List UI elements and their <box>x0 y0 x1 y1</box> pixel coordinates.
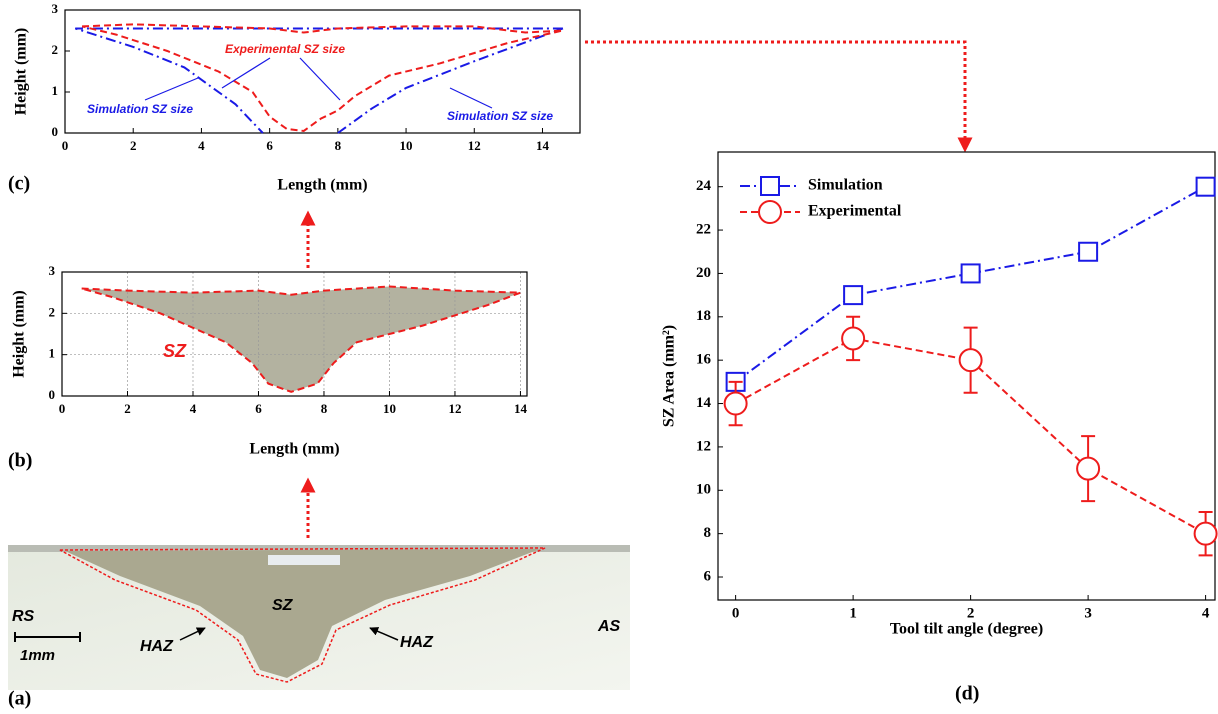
y-axis-label: Height (mm) <box>11 290 28 378</box>
y-tick-label: 16 <box>696 352 712 368</box>
x-tick-label: 10 <box>400 138 413 153</box>
panel-label: (d) <box>955 683 979 705</box>
series-line <box>81 23 564 132</box>
x-tick-label: 1 <box>849 605 857 621</box>
y-tick-label: 6 <box>704 568 712 584</box>
scale-bar <box>14 632 81 642</box>
y-tick-label: 1 <box>49 346 56 361</box>
y-tick-label: 3 <box>52 1 59 16</box>
x-tick-label: 8 <box>321 401 328 416</box>
marker <box>960 263 981 284</box>
y-tick-label: 0 <box>49 387 56 402</box>
marker <box>841 326 866 351</box>
legend-marker <box>758 200 782 224</box>
plot-frame <box>61 271 528 397</box>
plot-frame <box>64 9 581 134</box>
y-tick-label: 22 <box>696 222 711 238</box>
series-annotation: Simulation SZ size <box>447 109 553 123</box>
y-tick-label: 12 <box>696 438 711 454</box>
series-annotation: Experimental SZ size <box>225 42 345 56</box>
x-tick-label: 6 <box>255 401 262 416</box>
legend-label: Experimental <box>808 203 902 220</box>
x-tick-label: 8 <box>335 138 342 153</box>
y-tick-label: 10 <box>696 482 711 498</box>
scale-label: 1mm <box>20 647 55 664</box>
connector-arrows <box>300 40 973 538</box>
x-tick-label: 2 <box>130 138 137 153</box>
x-tick-label: 0 <box>62 138 69 153</box>
x-tick-label: 2 <box>124 401 131 416</box>
x-tick-label: 3 <box>1084 605 1092 621</box>
x-tick-label: 4 <box>190 401 197 416</box>
marker <box>1195 176 1216 197</box>
arrow <box>585 40 973 153</box>
y-tick-label: 0 <box>52 124 59 139</box>
x-tick-label: 12 <box>468 138 481 153</box>
x-axis-label: Tool tilt angle (degree) <box>890 621 1043 638</box>
photo-label: RS <box>12 608 35 625</box>
y-axis-label: SZ Area (mm²) <box>661 325 678 427</box>
x-tick-label: 4 <box>198 138 205 153</box>
series-annotation: Simulation SZ size <box>87 102 193 116</box>
y-tick-label: 18 <box>696 308 711 324</box>
plot-frame <box>717 151 1216 601</box>
x-tick-label: 4 <box>1202 605 1210 621</box>
photo: RS SZ HAZ HAZ AS 1mm <box>8 545 630 690</box>
panel-label: (c) <box>8 173 30 195</box>
sz-region <box>65 549 540 678</box>
sz-area <box>81 286 521 392</box>
pointer <box>144 57 493 109</box>
legend-marker <box>760 176 780 196</box>
series-line <box>81 285 521 393</box>
x-tick-label: 10 <box>383 401 396 416</box>
photo-label: SZ <box>272 597 294 614</box>
marker <box>1076 456 1101 481</box>
legend-label: Simulation <box>808 177 883 194</box>
y-tick-label: 8 <box>704 525 712 541</box>
x-axis-label: Length (mm) <box>277 177 367 194</box>
pointer <box>179 627 206 641</box>
photo-surface <box>8 545 630 552</box>
x-tick-label: 14 <box>514 401 528 416</box>
marker <box>843 285 864 306</box>
haz-outline <box>59 547 546 683</box>
x-tick-label: 14 <box>536 138 550 153</box>
marker <box>958 348 983 373</box>
photo-label: HAZ <box>140 638 174 655</box>
x-tick-label: 0 <box>59 401 66 416</box>
photo-label: AS <box>597 618 621 635</box>
marker <box>1078 241 1099 262</box>
y-tick-label: 2 <box>52 42 59 57</box>
x-tick-label: 6 <box>266 138 273 153</box>
x-tick-label: 12 <box>448 401 461 416</box>
y-tick-label: 14 <box>696 395 712 411</box>
y-tick-label: 3 <box>49 263 56 278</box>
y-tick-label: 2 <box>49 304 56 319</box>
marker <box>1193 521 1218 546</box>
y-tick-label: 20 <box>696 265 711 281</box>
y-tick-label: 24 <box>696 178 712 194</box>
x-axis-label: Length (mm) <box>249 441 339 458</box>
x-tick-label: 0 <box>732 605 740 621</box>
marker <box>723 391 748 416</box>
x-tick-label: 2 <box>967 605 975 621</box>
annotation: SZ <box>163 341 187 361</box>
pointer <box>369 627 399 641</box>
photo-label: HAZ <box>400 634 434 651</box>
y-axis-label: Height (mm) <box>13 28 30 116</box>
panel-label: (a) <box>8 688 31 710</box>
y-tick-label: 1 <box>52 83 59 98</box>
panel-label: (b) <box>8 450 32 472</box>
